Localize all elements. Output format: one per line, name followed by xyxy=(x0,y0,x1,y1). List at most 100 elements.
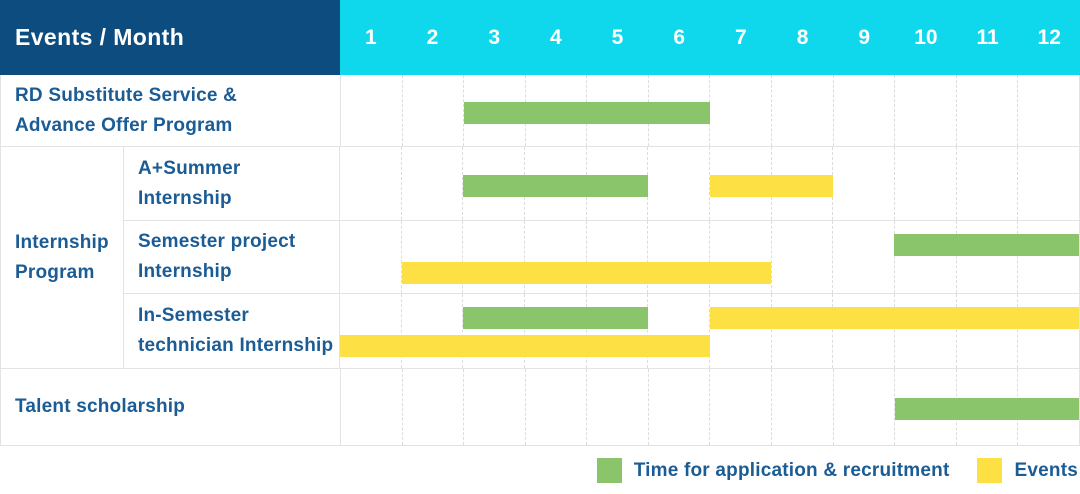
gantt-bar-events xyxy=(340,335,710,357)
month-grid-cell xyxy=(894,221,956,293)
chart-cell-a-summer xyxy=(339,147,1079,220)
row-label-in-semester: In-Semester technician Internship xyxy=(124,294,339,368)
month-grid-cell xyxy=(586,369,648,445)
month-label: 4 xyxy=(550,25,562,49)
row-label-line: Advance Offer Program xyxy=(15,114,233,136)
month-grid-cell xyxy=(1017,75,1079,146)
month-grid-cell xyxy=(647,369,710,445)
month-grid-cell xyxy=(401,75,464,146)
row-label-line: In-Semester xyxy=(138,305,249,326)
gantt-bar-application xyxy=(463,174,648,197)
month-grid-cell xyxy=(462,294,524,368)
month-grid-cell xyxy=(1017,147,1079,220)
application-color-swatch xyxy=(596,458,622,483)
chart-cell-in-semester xyxy=(339,294,1079,368)
month-grid-cell xyxy=(894,147,956,220)
month-label: 12 xyxy=(1037,25,1061,49)
month-grid-cell xyxy=(462,221,524,293)
month-grid-cell xyxy=(709,369,771,445)
gantt-bar-events xyxy=(709,307,1079,329)
event-row-rd-substitute: RD Substitute Service & Advance Offer Pr… xyxy=(1,75,1079,147)
month-grid-cell xyxy=(770,294,833,368)
month-grid-cell xyxy=(955,75,1018,146)
month-grid-cell xyxy=(955,147,1018,220)
group-label-line: Internship xyxy=(15,231,109,253)
month-label: 8 xyxy=(796,25,809,49)
chart-cell-talent-scholarship xyxy=(340,369,1079,445)
group-label-internship-program: Internship Program xyxy=(1,147,124,368)
month-grid-cell xyxy=(647,147,709,220)
month-grid-cell xyxy=(832,369,895,445)
event-row-in-semester: In-Semester technician Internship xyxy=(124,293,1079,368)
row-label-line: A+Summer xyxy=(138,157,241,179)
group-row-internship-program: Internship Program A+Summer Internship S… xyxy=(1,147,1079,369)
month-grid-cell xyxy=(832,147,894,220)
row-label-semester-project: Semester project Internship xyxy=(124,221,339,293)
month-label: 1 xyxy=(364,25,377,49)
row-label-line: Semester project xyxy=(138,231,296,252)
legend-item-events: Events xyxy=(977,458,1078,483)
row-label-talent-scholarship: Talent scholarship xyxy=(1,369,340,445)
month-grid-cell xyxy=(647,221,709,293)
month-label: 10 xyxy=(914,25,938,49)
month-grid-cell xyxy=(463,75,525,146)
events-month-title: Events / Month xyxy=(0,0,340,75)
chart-cell-semester-project xyxy=(339,221,1079,293)
month-grid-cell xyxy=(955,294,1018,368)
chart-cell-rd-substitute xyxy=(340,75,1079,146)
event-row-talent-scholarship: Talent scholarship xyxy=(1,369,1079,446)
month-grid-cell xyxy=(647,294,709,368)
month-grid-cell xyxy=(524,221,586,293)
event-row-a-summer: A+Summer Internship xyxy=(124,147,1079,220)
month-grid-cell xyxy=(832,221,894,293)
month-label: 7 xyxy=(735,25,747,49)
month-grid-cell xyxy=(709,294,771,368)
month-grid-cell xyxy=(771,369,833,445)
gantt-bar-application xyxy=(894,234,1079,256)
month-label: 6 xyxy=(673,25,686,49)
month-header-row: 1 2 3 4 5 6 7 8 9 10 11 12 xyxy=(340,0,1080,75)
month-label: 2 xyxy=(426,25,439,49)
month-grid-cell xyxy=(771,75,833,146)
month-grid-cell xyxy=(832,75,895,146)
row-label-line: Internship xyxy=(138,261,232,282)
table-body: RD Substitute Service & Advance Offer Pr… xyxy=(0,75,1080,446)
month-grid-cell xyxy=(340,147,401,220)
gantt-bar-application xyxy=(894,398,1079,420)
month-grid-cell xyxy=(955,221,1018,293)
table-header: Events / Month 1 2 3 4 5 6 7 8 9 10 11 12 xyxy=(0,0,1080,75)
month-grid-cell xyxy=(463,369,525,445)
legend-label-application: Time for application & recruitment xyxy=(633,459,950,481)
month-grid-cell xyxy=(340,221,401,293)
row-label-line: Internship xyxy=(138,187,232,209)
month-grid-cell xyxy=(462,147,524,220)
month-grid-cell xyxy=(341,75,402,146)
month-label: 9 xyxy=(858,25,871,49)
internship-program-subrows: A+Summer Internship Semester project Int… xyxy=(124,147,1079,368)
month-grid-cell xyxy=(585,294,648,368)
month-grid-cell xyxy=(401,369,464,445)
month-grid-cell xyxy=(400,147,463,220)
month-grid-cell xyxy=(770,221,833,293)
month-grid-cell xyxy=(832,294,894,368)
month-grid-cell xyxy=(400,221,463,293)
month-label: 3 xyxy=(488,25,501,49)
month-label: 5 xyxy=(611,25,624,49)
legend-label-events: Events xyxy=(1014,459,1078,481)
events-color-swatch xyxy=(977,458,1003,483)
group-label-line: Program xyxy=(15,261,95,283)
gantt-bar-events xyxy=(401,262,772,284)
month-grid-cell xyxy=(709,75,771,146)
gantt-bar-application xyxy=(464,101,710,124)
month-grid-cell xyxy=(524,369,587,445)
month-grid-cell xyxy=(1017,221,1079,293)
legend: Time for application & recruitment Event… xyxy=(0,446,1080,494)
row-label-line: technician Internship xyxy=(138,335,334,356)
gantt-bar-events xyxy=(709,174,833,197)
month-grid-cell xyxy=(894,75,956,146)
month-grid-cell xyxy=(400,294,463,368)
month-grid-cell xyxy=(709,221,771,293)
month-grid-cell xyxy=(585,221,648,293)
event-row-semester-project: Semester project Internship xyxy=(124,220,1079,293)
